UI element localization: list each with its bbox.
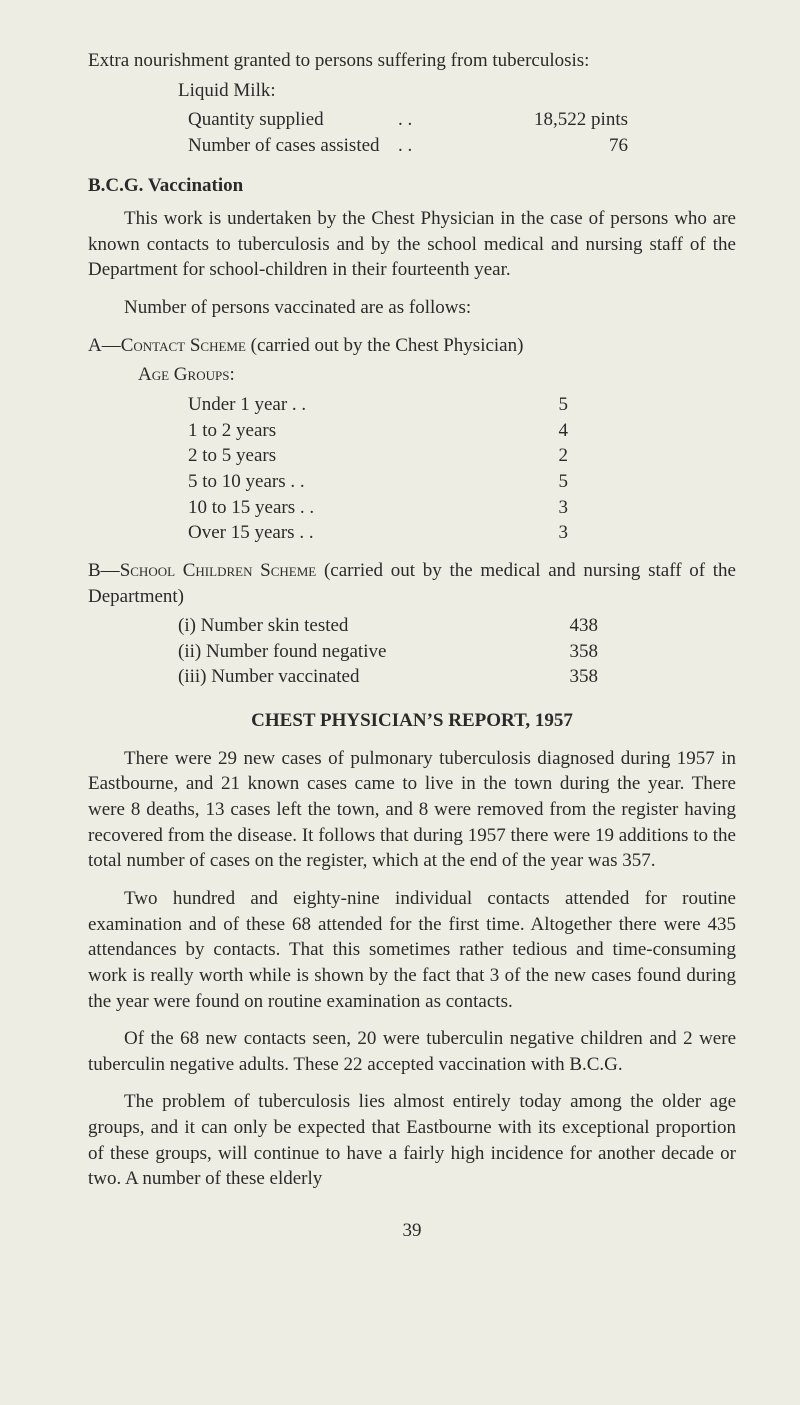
scheme-b-prefix: B— bbox=[88, 560, 120, 581]
age-value: 3 bbox=[508, 495, 568, 521]
chest-p4: The problem of tuberculosis lies almost … bbox=[88, 1089, 736, 1192]
quantity-row: Quantity supplied . . 18,522 pints bbox=[188, 107, 628, 133]
age-row: 10 to 15 years . . 3 bbox=[188, 495, 568, 521]
chest-p3: Of the 68 new contacts seen, 20 were tub… bbox=[88, 1026, 736, 1077]
chest-p1: There were 29 new cases of pulmonary tub… bbox=[88, 746, 736, 874]
scheme-a-rest: (carried out by the Chest Physician) bbox=[246, 335, 524, 356]
cases-label: Number of cases assisted bbox=[188, 133, 398, 159]
bcg-heading: B.C.G. Vaccination bbox=[88, 173, 736, 199]
age-groups-text: Age Groups bbox=[138, 364, 229, 385]
intro-line2: Liquid Milk: bbox=[178, 78, 736, 104]
age-row: 1 to 2 years 4 bbox=[188, 418, 568, 444]
scheme-b-value: 358 bbox=[538, 639, 598, 665]
scheme-b-row: (ii) Number found negative 358 bbox=[178, 639, 598, 665]
scheme-a-title: Contact Scheme bbox=[121, 335, 246, 356]
age-row: 5 to 10 years . . 5 bbox=[188, 469, 568, 495]
dots: . . bbox=[398, 133, 428, 159]
dots: . . bbox=[398, 107, 428, 133]
cases-row: Number of cases assisted . . 76 bbox=[188, 133, 628, 159]
age-value: 5 bbox=[508, 392, 568, 418]
age-groups-colon: : bbox=[229, 364, 234, 385]
age-label: Under 1 year . . bbox=[188, 392, 306, 418]
age-group-list: Under 1 year . . 5 1 to 2 years 4 2 to 5 y… bbox=[188, 392, 736, 546]
supply-block: Quantity supplied . . 18,522 pints Numbe… bbox=[188, 107, 736, 158]
age-label: 1 to 2 years bbox=[188, 418, 276, 444]
cases-value: 76 bbox=[428, 133, 628, 159]
page-number: 39 bbox=[88, 1218, 736, 1244]
intro-line1: Extra nourishment granted to persons suf… bbox=[88, 48, 736, 74]
age-label: Over 15 years . . bbox=[188, 520, 314, 546]
scheme-b-label: (i) Number skin tested bbox=[178, 613, 348, 639]
scheme-a-head: A—Contact Scheme (carried out by the Che… bbox=[88, 333, 736, 359]
scheme-a-prefix: A— bbox=[88, 335, 121, 356]
scheme-b-value: 358 bbox=[538, 664, 598, 690]
scheme-b-head: B—School Children Scheme (carried out by… bbox=[88, 558, 736, 609]
quantity-value: 18,522 pints bbox=[428, 107, 628, 133]
age-label: 5 to 10 years . . bbox=[188, 469, 305, 495]
num-vaccinated-line: Number of persons vaccinated are as foll… bbox=[88, 295, 736, 321]
age-label: 10 to 15 years . . bbox=[188, 495, 314, 521]
age-value: 5 bbox=[508, 469, 568, 495]
scheme-b-title: School Children Scheme bbox=[120, 560, 317, 581]
age-groups-label: Age Groups: bbox=[138, 362, 736, 388]
age-row: Under 1 year . . 5 bbox=[188, 392, 568, 418]
age-row: Over 15 years . . 3 bbox=[188, 520, 568, 546]
quantity-label: Quantity supplied bbox=[188, 107, 398, 133]
scheme-b-row: (i) Number skin tested 438 bbox=[178, 613, 598, 639]
age-row: 2 to 5 years 2 bbox=[188, 443, 568, 469]
chest-p2: Two hundred and eighty-nine individual c… bbox=[88, 886, 736, 1014]
scheme-b-row: (iii) Number vaccinated 358 bbox=[178, 664, 598, 690]
chest-heading: CHEST PHYSICIAN’S REPORT, 1957 bbox=[88, 708, 736, 734]
age-label: 2 to 5 years bbox=[188, 443, 276, 469]
age-value: 3 bbox=[508, 520, 568, 546]
scheme-b-label: (ii) Number found negative bbox=[178, 639, 386, 665]
scheme-b-value: 438 bbox=[538, 613, 598, 639]
scheme-b-label: (iii) Number vaccinated bbox=[178, 664, 359, 690]
bcg-para: This work is undertaken by the Chest Phy… bbox=[88, 206, 736, 283]
age-value: 4 bbox=[508, 418, 568, 444]
scheme-b-list: (i) Number skin tested 438 (ii) Number fo… bbox=[178, 613, 736, 690]
age-value: 2 bbox=[508, 443, 568, 469]
